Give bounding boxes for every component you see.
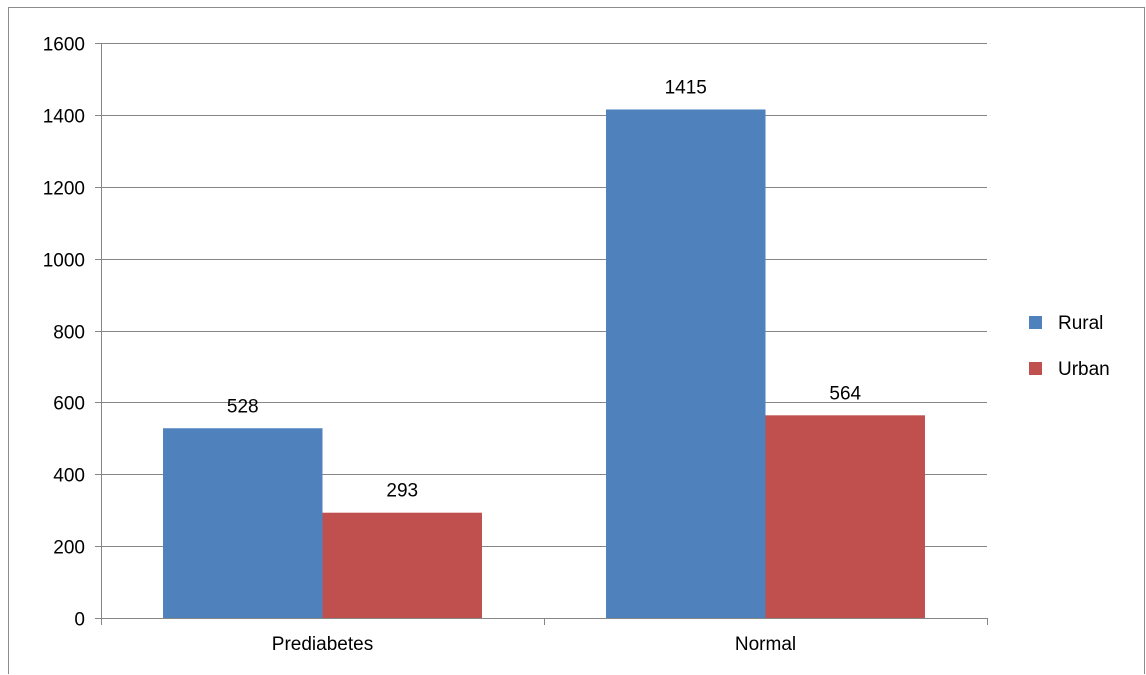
legend-label: Rural (1058, 313, 1103, 334)
bar-rural-prediabetes (163, 428, 323, 618)
data-label: 1415 (665, 77, 707, 98)
legend-swatch-urban (1029, 362, 1042, 375)
legend-label: Urban (1058, 359, 1110, 380)
y-tick-label: 200 (53, 538, 85, 559)
bar-urban-normal (765, 415, 925, 618)
legend-swatch-rural (1029, 316, 1042, 329)
data-label: 293 (386, 481, 418, 502)
x-category-label: Prediabetes (272, 634, 373, 655)
y-tick-label: 0 (74, 610, 85, 631)
legend: Rural Urban (1029, 313, 1110, 380)
y-tick-label: 1400 (43, 107, 85, 128)
data-label: 528 (227, 396, 259, 417)
y-tick-label: 1200 (43, 179, 85, 200)
data-labels: 528 293 1415 564 (227, 77, 862, 501)
y-tick-label: 1600 (43, 35, 85, 56)
bars (163, 109, 925, 618)
y-tick-label: 600 (53, 394, 85, 415)
y-tick-label: 1000 (43, 251, 85, 272)
y-tick-label: 400 (53, 466, 85, 487)
data-label: 564 (829, 383, 861, 404)
axes: 0 200 400 600 800 1000 1200 1400 1600 Prediabetes… (43, 35, 988, 655)
x-category-label: Normal (735, 634, 796, 655)
bar-urban-prediabetes (322, 512, 482, 618)
bar-rural-normal (606, 109, 766, 618)
y-tick-label: 800 (53, 323, 85, 344)
